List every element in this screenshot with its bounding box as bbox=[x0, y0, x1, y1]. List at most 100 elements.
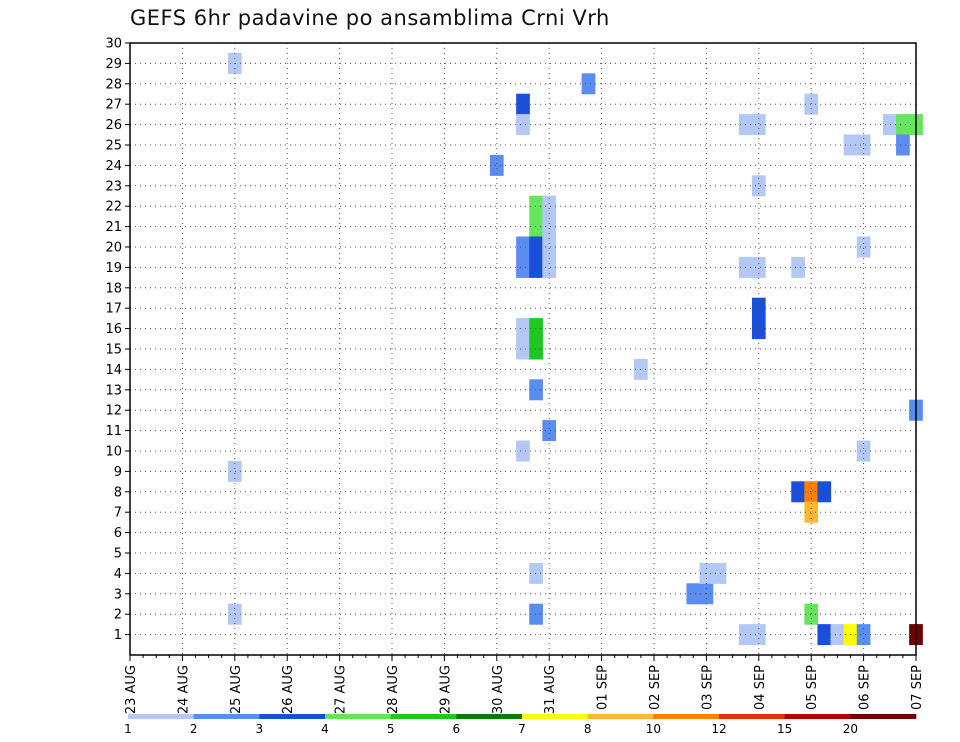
colorbar-segment bbox=[259, 714, 326, 719]
colorbar-label: 3 bbox=[256, 722, 264, 736]
y-tick-label: 14 bbox=[105, 363, 122, 378]
y-tick-label: 23 bbox=[105, 179, 122, 194]
x-tick-label: 30 AUG bbox=[491, 665, 506, 714]
colorbar: 1 2 3 4 5 6 7 8 10 12 15 20 bbox=[124, 714, 917, 736]
data-cell bbox=[686, 583, 701, 605]
data-cell bbox=[751, 624, 766, 646]
data-cell bbox=[516, 114, 530, 136]
data-cell bbox=[804, 603, 819, 625]
data-cell bbox=[804, 481, 819, 503]
x-tick-label: 31 AUG bbox=[543, 665, 558, 714]
data-cell bbox=[529, 236, 543, 258]
data-cell bbox=[817, 481, 832, 503]
data-cell bbox=[227, 603, 242, 625]
data-cell bbox=[529, 603, 543, 625]
colorbar-label: 10 bbox=[646, 722, 661, 736]
colorbar-label: 6 bbox=[453, 722, 461, 736]
y-tick-label: 1 bbox=[114, 628, 122, 643]
data-cell bbox=[516, 318, 530, 340]
data-cell bbox=[516, 93, 530, 115]
colorbar-segment bbox=[193, 714, 260, 719]
y-tick-label: 2 bbox=[114, 608, 122, 623]
y-tick-label: 12 bbox=[105, 404, 122, 419]
chart-title: GEFS 6hr padavine po ansamblima Crni Vrh bbox=[130, 6, 610, 30]
data-cell bbox=[751, 256, 766, 278]
y-tick-label: 27 bbox=[105, 98, 122, 113]
data-cell bbox=[516, 236, 530, 258]
colorbar-label: 4 bbox=[321, 722, 329, 736]
colorbar-label: 12 bbox=[711, 722, 726, 736]
data-cell bbox=[542, 236, 557, 258]
data-cell bbox=[227, 460, 242, 482]
x-tick-label: 04 SEP bbox=[753, 665, 768, 710]
y-tick-label: 16 bbox=[105, 322, 122, 337]
data-cell bbox=[804, 501, 819, 523]
data-cell bbox=[882, 114, 897, 136]
y-tick-label: 21 bbox=[105, 220, 122, 235]
data-cell bbox=[529, 379, 543, 401]
data-cell bbox=[516, 338, 530, 360]
y-tick-label: 10 bbox=[105, 445, 122, 460]
x-tick-label: 27 AUG bbox=[334, 665, 349, 714]
data-cell bbox=[489, 154, 504, 176]
data-cell bbox=[529, 195, 543, 217]
grid-layer bbox=[130, 43, 916, 655]
colorbar-segment bbox=[522, 714, 588, 719]
colorbar-label: 1 bbox=[124, 722, 132, 736]
data-cell bbox=[830, 624, 845, 646]
y-tick-label: 13 bbox=[105, 383, 122, 398]
colorbar-segment bbox=[456, 714, 523, 719]
x-tick-label: 26 AUG bbox=[281, 665, 296, 714]
y-tick-label: 6 bbox=[114, 526, 122, 541]
y-tick-label: 17 bbox=[105, 302, 122, 317]
x-tick-label: 05 SEP bbox=[805, 665, 820, 710]
colorbar-label: 5 bbox=[387, 722, 395, 736]
data-cell bbox=[529, 216, 543, 238]
y-tick-label: 26 bbox=[105, 118, 122, 133]
colorbar-label: 20 bbox=[843, 722, 858, 736]
y-axis: 1234567891011121314151617181920212223242… bbox=[105, 37, 130, 643]
colorbar-segment bbox=[850, 714, 917, 719]
y-tick-label: 18 bbox=[105, 281, 122, 296]
y-tick-label: 22 bbox=[105, 200, 122, 215]
y-tick-label: 30 bbox=[105, 37, 122, 52]
data-cell bbox=[751, 114, 766, 136]
data-cell bbox=[542, 216, 557, 238]
data-cell bbox=[896, 134, 910, 156]
data-cell bbox=[529, 256, 543, 278]
data-cell bbox=[542, 195, 557, 217]
y-tick-label: 7 bbox=[114, 506, 122, 521]
colorbar-segment bbox=[653, 714, 720, 719]
data-cell bbox=[804, 93, 819, 115]
x-tick-label: 03 SEP bbox=[700, 665, 715, 710]
colorbar-label: 7 bbox=[518, 722, 526, 736]
data-cell bbox=[791, 481, 805, 503]
data-cell bbox=[529, 562, 543, 584]
y-tick-label: 19 bbox=[105, 261, 122, 276]
y-tick-label: 9 bbox=[114, 465, 122, 480]
data-cell bbox=[791, 256, 805, 278]
y-tick-label: 8 bbox=[114, 485, 122, 500]
y-tick-label: 28 bbox=[105, 77, 122, 92]
colorbar-label: 2 bbox=[190, 722, 198, 736]
colorbar-segment bbox=[390, 714, 457, 719]
x-tick-label: 28 AUG bbox=[386, 665, 401, 714]
data-cell bbox=[751, 175, 766, 197]
x-axis: 23 AUG 24 AUG 25 AUG 26 AUG 27 AUG 28 AUG 29 A… bbox=[124, 655, 925, 714]
x-tick-label: 07 SEP bbox=[910, 665, 925, 710]
colorbar-segment bbox=[719, 714, 785, 719]
data-cell bbox=[856, 236, 871, 258]
data-cell bbox=[896, 114, 910, 136]
y-tick-label: 25 bbox=[105, 139, 122, 154]
x-tick-label: 02 SEP bbox=[648, 665, 663, 710]
data-cell bbox=[529, 318, 543, 340]
x-tick-label: 29 AUG bbox=[438, 665, 453, 714]
x-tick-label: 25 AUG bbox=[229, 665, 244, 714]
x-tick-label: 01 SEP bbox=[596, 665, 611, 710]
data-cell bbox=[516, 440, 530, 462]
y-tick-label: 15 bbox=[105, 343, 122, 358]
colorbar-label: 15 bbox=[777, 722, 792, 736]
x-tick-label: 24 AUG bbox=[176, 665, 191, 714]
y-tick-label: 11 bbox=[105, 424, 122, 439]
y-tick-label: 29 bbox=[105, 57, 122, 72]
